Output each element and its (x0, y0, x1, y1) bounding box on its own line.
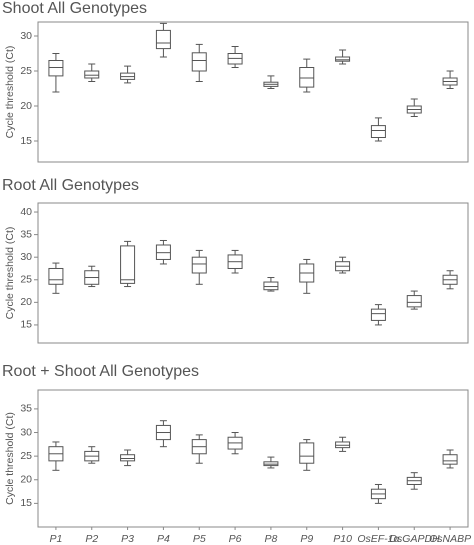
y-tick-label: 40 (20, 206, 32, 218)
x-tick-label: P3 (121, 533, 134, 545)
x-tick-label: OsGAPDH (389, 533, 440, 545)
x-tick-label: P10 (333, 533, 352, 545)
box (48, 267, 64, 285)
y-tick-label: 15 (20, 319, 32, 331)
y-tick-label: 30 (20, 426, 32, 438)
plot-frame (37, 21, 469, 163)
x-tick-label: P8 (264, 533, 277, 545)
box (442, 454, 458, 465)
box (370, 308, 386, 321)
panel-title: Root + Shoot All Genotypes (2, 363, 199, 380)
box (155, 29, 171, 50)
y-axis-label: Cycle threshold (Ct) (4, 412, 16, 505)
box (299, 442, 315, 464)
y-tick-label: 25 (20, 274, 32, 286)
box (335, 56, 351, 62)
y-axis-label: Cycle threshold (Ct) (4, 227, 16, 320)
y-tick-label: 35 (20, 228, 32, 240)
plot-frame (37, 389, 469, 528)
y-tick-label: 20 (20, 296, 32, 308)
y-tick-label: 20 (20, 474, 32, 486)
y-tick-label: 20 (20, 100, 32, 112)
x-tick-label: P4 (157, 533, 170, 545)
box (48, 60, 64, 77)
y-tick-label: 30 (20, 251, 32, 263)
panel-title: Root All Genotypes (2, 177, 139, 194)
y-tick-label: 30 (20, 30, 32, 42)
box (263, 281, 279, 291)
x-tick-label: P1 (49, 533, 62, 545)
y-tick-label: 25 (20, 450, 32, 462)
box (370, 125, 386, 138)
y-tick-label: 25 (20, 65, 32, 77)
y-axis-label: Cycle threshold (Ct) (4, 46, 16, 139)
panel-title: Shoot All Genotypes (2, 0, 147, 17)
y-tick-label: 15 (20, 135, 32, 147)
y-tick-label: 15 (20, 497, 32, 509)
box (299, 67, 315, 88)
box (84, 70, 100, 79)
x-tick-label: P5 (193, 533, 206, 545)
y-tick-label: 35 (20, 403, 32, 415)
x-tick-label: OsEF-1α (357, 533, 400, 545)
box (191, 256, 207, 274)
box (406, 295, 422, 308)
box (120, 454, 136, 462)
x-tick-label: P2 (85, 533, 98, 545)
x-tick-label: OsNABP (429, 533, 471, 545)
box (120, 245, 136, 284)
x-tick-label: P6 (229, 533, 242, 545)
plot-frame (37, 202, 469, 344)
x-tick-label: P9 (300, 533, 313, 545)
box (191, 52, 207, 72)
